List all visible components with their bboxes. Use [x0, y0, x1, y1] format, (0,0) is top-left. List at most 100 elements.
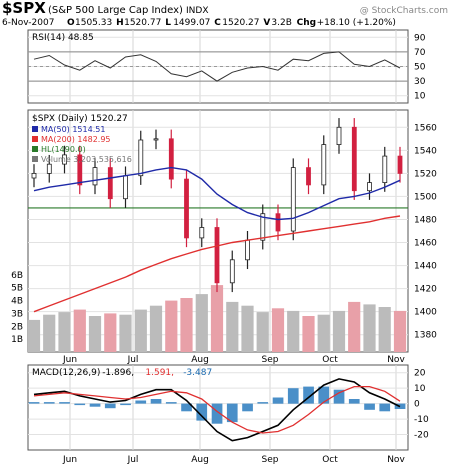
rsi-tick-label: 10: [414, 92, 426, 102]
volume-value: 3.2B: [271, 18, 292, 28]
month-label: Aug: [191, 455, 209, 465]
price-candle-body: [321, 144, 327, 186]
volume-bar: [317, 314, 330, 352]
signal-line: [33, 385, 401, 434]
rsi-tick-label: 70: [414, 48, 426, 58]
macd-line: [33, 378, 401, 442]
macd-histogram-bar: [379, 403, 391, 412]
change-value: +18.10 (+1.20%): [317, 18, 396, 28]
macd-histogram-bar: [135, 400, 147, 404]
price-tick-label: 1540: [414, 146, 437, 156]
volume-bar: [378, 307, 391, 352]
month-label: Jun: [62, 455, 77, 465]
volume-tick-label: 6B: [11, 271, 23, 281]
date-label: 6-Nov-2007: [2, 18, 54, 28]
volume-bar: [348, 301, 361, 352]
ma200-line: [33, 215, 401, 313]
rsi-tick-label: 90: [414, 33, 426, 43]
volume-bar: [104, 313, 117, 352]
macd-histogram-bar: [104, 403, 116, 409]
volume-bar: [180, 298, 193, 352]
macd-histogram-bar: [303, 386, 314, 404]
volume-bar: [363, 304, 376, 352]
price-candle-body: [275, 213, 281, 232]
price-candle-body: [92, 167, 98, 186]
price-candle-body: [306, 167, 311, 186]
volume-tick-label: 2B: [11, 322, 23, 332]
volume-bar: [119, 314, 132, 352]
macd-histogram-bar: [211, 403, 223, 424]
low-label: L: [165, 18, 171, 28]
volume-bar: [256, 312, 269, 352]
macd-histogram-bar: [150, 399, 162, 404]
high-value: 1520.77: [124, 18, 161, 28]
month-label: Jul: [127, 455, 139, 465]
macd-histogram-bar: [165, 402, 177, 404]
macd-histogram-bar: [74, 403, 86, 406]
volume-tick-label: 3B: [11, 309, 23, 319]
price-tick-label: 1460: [414, 239, 437, 249]
volume-bar: [271, 308, 285, 352]
price-candle-body: [77, 154, 83, 186]
close-label: C: [214, 18, 221, 28]
macd-histogram-bar: [242, 403, 253, 412]
volume-bar: [241, 305, 254, 352]
macd-histogram-bar: [28, 402, 40, 404]
price-candle-body: [214, 227, 220, 284]
high-label: H: [116, 18, 124, 28]
rsi-tick-label: 30: [414, 77, 426, 87]
price-candle-body: [138, 139, 144, 177]
histogram-value: -3.487: [183, 368, 212, 378]
open-label: O: [67, 18, 75, 28]
macd-tick-label: 0: [414, 400, 420, 410]
month-label: Jul: [127, 355, 139, 365]
volume-bar: [332, 310, 346, 352]
rsi-tick-label: 50: [414, 63, 426, 73]
legend-swatch: [32, 126, 38, 132]
macd-tick-label: -10: [414, 415, 429, 425]
volume-bar: [287, 310, 300, 352]
volume-label: V: [263, 18, 270, 28]
legend-label: HL(1490.0): [41, 145, 86, 154]
legend-swatch: [32, 136, 38, 142]
legend-label: MA(200) 1482.95: [41, 135, 111, 144]
month-label: Aug: [191, 355, 209, 365]
price-candle-body: [336, 126, 342, 146]
price-candle-body: [62, 154, 67, 165]
price-candle-body: [153, 138, 159, 141]
rsi-label: RSI(14) 48.85: [32, 33, 94, 43]
price-tick-label: 1420: [414, 285, 437, 295]
macd-histogram-bar: [257, 402, 269, 404]
macd-label: MACD(12,26,9): [32, 368, 100, 378]
volume-bar: [165, 300, 178, 352]
volume-tick-label: 1B: [11, 335, 23, 345]
price-tick-label: 1400: [414, 308, 437, 318]
month-label: Nov: [387, 355, 405, 365]
volume-bar: [302, 316, 315, 352]
macd-histogram-bar: [181, 403, 192, 412]
volume-bar: [226, 301, 239, 352]
month-label: Oct: [322, 355, 338, 365]
month-label: Oct: [322, 455, 338, 465]
watermark-label: @ StockCharts.com: [360, 6, 448, 16]
price-candle-body: [397, 155, 403, 174]
price-candle-body: [351, 126, 357, 192]
price-candle-body: [46, 163, 52, 174]
volume-bar: [27, 319, 41, 352]
symbol-label: $SPX: [2, 0, 46, 17]
exchange-label: INDX: [186, 6, 208, 16]
macd-histogram-bar: [120, 403, 131, 406]
price-candle-body: [367, 182, 372, 192]
index-name: (S&P 500 Large Cap Index): [48, 5, 183, 16]
price-tick-label: 1480: [414, 215, 437, 225]
price-candle-body: [260, 213, 266, 241]
price-candle-body: [184, 178, 189, 239]
price-tick-label: 1500: [414, 192, 437, 202]
macd-tick-label: 10: [414, 384, 426, 394]
month-label: Nov: [387, 455, 405, 465]
macd-histogram-bar: [272, 397, 284, 404]
month-label: Sep: [262, 455, 279, 465]
macd-histogram-bar: [226, 403, 238, 423]
close-value: 1520.27: [222, 18, 259, 28]
